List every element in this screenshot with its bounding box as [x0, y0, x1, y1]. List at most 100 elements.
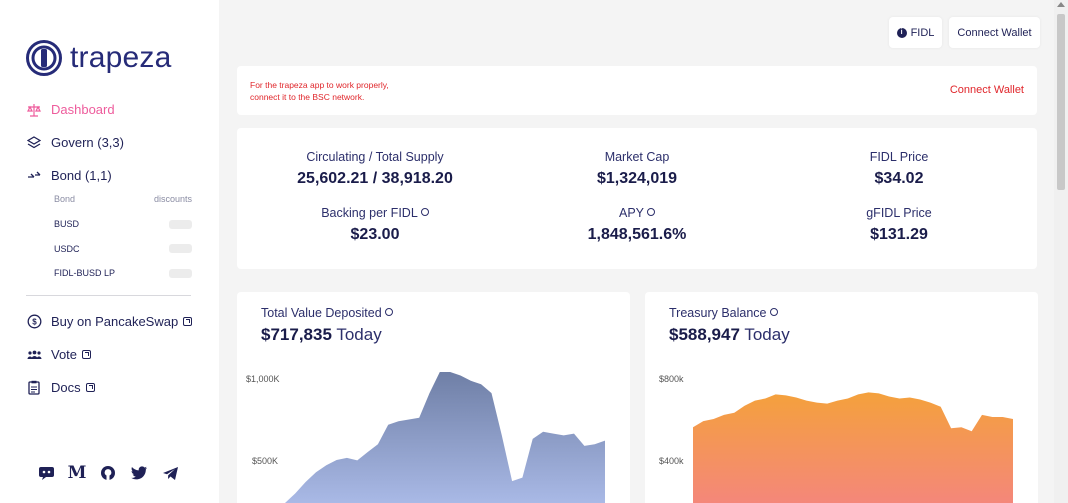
tvd-chart: $1,000K $500K: [246, 372, 605, 503]
stat-label: Backing per FIDL: [245, 206, 505, 220]
link-pancakeswap[interactable]: $ Buy on PancakeSwap: [26, 305, 206, 338]
swap-icon: $: [26, 314, 42, 330]
stat-market-cap: Market Cap $1,324,019: [507, 150, 767, 188]
page-scrollbar[interactable]: [1054, 0, 1068, 503]
scroll-up-arrow-icon[interactable]: [1057, 2, 1065, 7]
bond-arrows-icon: [26, 168, 42, 184]
treasury-y-label-top: $800k: [659, 374, 684, 384]
tvd-y-label-top: $1,000K: [246, 374, 280, 384]
discount-placeholder: [169, 268, 192, 278]
stat-label: Market Cap: [604, 150, 670, 164]
tvd-amount: $717,835: [261, 325, 332, 344]
fidl-label: FIDL: [910, 26, 935, 39]
alert-message: For the trapeza app to work properly, co…: [250, 79, 450, 103]
sidebar: trapeza Dashboard Govern (3,3) Bond (1,1…: [0, 0, 219, 503]
nav-label-bond: Bond (1,1): [51, 168, 112, 183]
scroll-thumb[interactable]: [1057, 14, 1065, 190]
trapeza-logo-icon: [26, 40, 62, 76]
link-label: Vote: [51, 347, 78, 362]
sidebar-divider: [26, 295, 191, 296]
svg-text:$: $: [32, 318, 37, 327]
info-tooltip-icon[interactable]: [384, 308, 393, 316]
discount-placeholder: [169, 244, 192, 254]
info-tooltip-icon[interactable]: [769, 308, 778, 316]
stats-card: Circulating / Total Supply 25,602.21 / 3…: [237, 128, 1037, 269]
social-links: M: [37, 463, 192, 483]
main-nav: Dashboard Govern (3,3) Bond (1,1) Bond d…: [26, 93, 192, 286]
nav-item-govern[interactable]: Govern (3,3): [26, 126, 192, 159]
bond-row-busd[interactable]: BUSD: [54, 212, 192, 237]
logo-text: trapeza: [70, 41, 172, 74]
link-label: Docs: [51, 380, 81, 395]
tvd-suffix: Today: [336, 325, 382, 344]
info-tooltip-icon[interactable]: [647, 208, 655, 216]
backing-label: Backing per FIDL: [321, 206, 418, 220]
document-icon: [26, 380, 42, 396]
link-label: Buy on PancakeSwap: [51, 314, 179, 329]
treasury-y-label-mid: $400k: [659, 456, 684, 466]
stat-fidl-price: FIDL Price $34.02: [769, 150, 1029, 188]
nav-item-dashboard[interactable]: Dashboard: [26, 93, 192, 126]
discord-icon[interactable]: [37, 464, 55, 482]
bond-name: BUSD: [54, 219, 80, 230]
layers-icon: [26, 135, 42, 151]
stat-value: $131.29: [870, 226, 928, 243]
twitter-icon[interactable]: [130, 464, 148, 482]
stat-apy: APY 1,848,561.6%: [507, 206, 767, 244]
link-docs[interactable]: Docs: [26, 371, 206, 404]
treasury-suffix: Today: [744, 325, 790, 344]
treasury-amount: $588,947: [669, 325, 740, 344]
github-icon[interactable]: [99, 464, 117, 482]
fidl-token-button[interactable]: i FIDL: [889, 17, 942, 48]
network-alert: For the trapeza app to work properly, co…: [237, 66, 1037, 115]
connect-wallet-button[interactable]: Connect Wallet: [949, 17, 1040, 48]
stat-value: $1,324,019: [596, 170, 678, 187]
nav-label-dashboard: Dashboard: [51, 102, 115, 117]
info-icon: i: [896, 27, 907, 38]
treasury-area: [693, 392, 1013, 503]
tvd-chart-card: $1,000K $500K Total Value Deposited $717…: [237, 292, 630, 503]
link-vote[interactable]: Vote: [26, 338, 206, 371]
bond-table-header: Bond discounts: [54, 194, 192, 212]
external-link-icon: [85, 383, 95, 392]
tvd-title-text: Total Value Deposited: [261, 306, 382, 320]
treasury-title: Treasury Balance: [669, 306, 778, 320]
external-links: $ Buy on PancakeSwap Vote Docs: [26, 305, 206, 404]
stat-value: $23.00: [350, 226, 400, 243]
people-icon: [26, 347, 42, 363]
stat-supply: Circulating / Total Supply 25,602.21 / 3…: [245, 150, 505, 188]
stat-value: 1,848,561.6%: [587, 226, 687, 243]
logo[interactable]: trapeza: [26, 40, 171, 76]
stat-label: APY: [507, 206, 767, 220]
treasury-chart: $800k $400k: [659, 374, 1013, 503]
telegram-icon[interactable]: [161, 464, 179, 482]
stat-backing: Backing per FIDL $23.00: [245, 206, 505, 244]
tvd-y-label-mid: $500K: [252, 456, 278, 466]
info-tooltip-icon[interactable]: [420, 208, 429, 216]
treasury-chart-card: $800k $400k Treasury Balance $588,947 To…: [645, 292, 1038, 503]
treasury-title-text: Treasury Balance: [669, 306, 767, 320]
bond-row-fidl-busd-lp[interactable]: FIDL-BUSD LP: [54, 261, 192, 286]
bond-col-header: Bond: [54, 194, 76, 204]
discounts-col-header: discounts: [153, 194, 192, 204]
tvd-value: $717,835 Today: [261, 325, 382, 345]
stat-label: Circulating / Total Supply: [306, 150, 444, 164]
bond-table: Bond discounts BUSD USDC FIDL-BUSD LP: [26, 192, 192, 286]
bond-name: FIDL-BUSD LP: [54, 268, 116, 279]
bond-name: USDC: [54, 243, 80, 254]
stat-label: gFIDL Price: [866, 206, 932, 220]
tvd-area: [285, 372, 605, 503]
medium-icon[interactable]: M: [67, 463, 87, 483]
nav-item-bond[interactable]: Bond (1,1): [26, 159, 192, 192]
stat-label: FIDL Price: [869, 150, 929, 164]
external-link-icon: [82, 350, 92, 359]
apy-label: APY: [618, 206, 644, 220]
external-link-icon: [183, 317, 193, 326]
alert-line-1: For the trapeza app to work properly,: [250, 80, 389, 90]
stat-value: $34.02: [874, 170, 924, 187]
discount-placeholder: [169, 219, 192, 229]
stat-gfidl-price: gFIDL Price $131.29: [769, 206, 1029, 244]
bond-row-usdc[interactable]: USDC: [54, 237, 192, 262]
alert-connect-wallet-link[interactable]: Connect Wallet: [949, 84, 1024, 96]
treasury-value: $588,947 Today: [669, 325, 790, 345]
